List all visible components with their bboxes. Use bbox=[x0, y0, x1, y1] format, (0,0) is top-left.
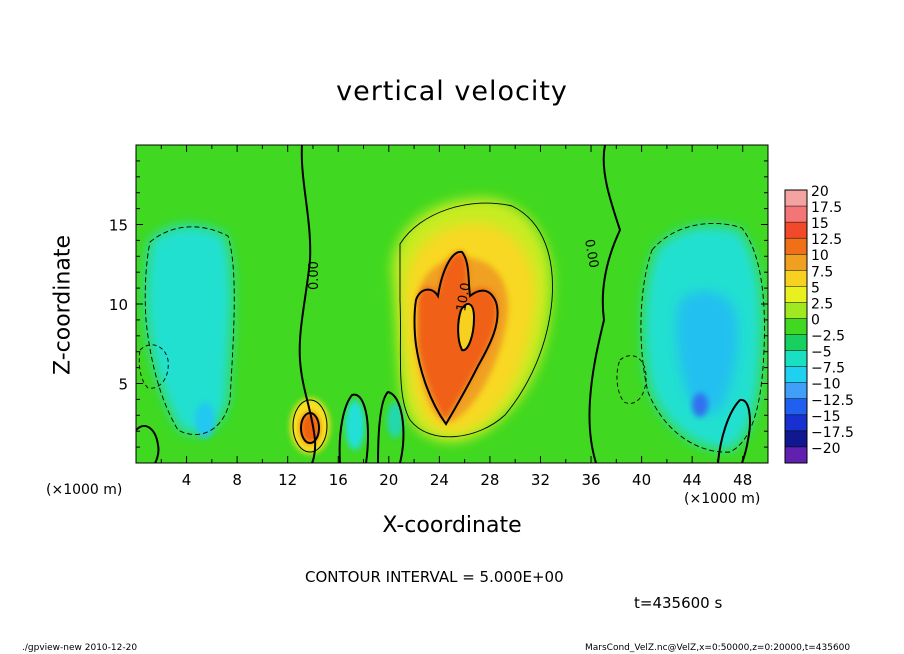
contour-label: 0.00 bbox=[307, 261, 322, 290]
five-contour-outer bbox=[399, 202, 553, 438]
colorbar-label: −10 bbox=[811, 377, 841, 393]
colorbar-swatch bbox=[785, 350, 807, 368]
x-tick-label: 24 bbox=[430, 471, 449, 489]
x-axis: 4 8 12 16 20 24 28 32 36 40 44 48 bbox=[160, 145, 752, 489]
x-unit-label-right: (×1000 m) bbox=[684, 491, 761, 507]
colorbar-swatch bbox=[785, 398, 807, 416]
x-tick-label: 36 bbox=[581, 471, 600, 489]
colorbar-swatch bbox=[785, 270, 807, 287]
zero-contour-mid-2 bbox=[377, 390, 405, 463]
footer-left: ./gpview-new 2010-12-20 bbox=[22, 643, 138, 653]
colorbar-label: −7.5 bbox=[811, 361, 845, 377]
neg-contour-right-small bbox=[616, 355, 647, 404]
downdraft-right-blue bbox=[692, 393, 708, 417]
colorbar: 2017.51512.5107.552.50−2.5−5−7.5−10−12.5… bbox=[784, 184, 854, 464]
neg-contour-right bbox=[640, 223, 765, 453]
time-stamp: t=435600 s bbox=[634, 594, 723, 612]
x-axis-label: X-coordinate bbox=[382, 513, 522, 538]
downdraft-mid-region bbox=[345, 400, 365, 450]
neg-contour-left bbox=[144, 226, 235, 435]
x-tick-label: 20 bbox=[379, 471, 398, 489]
colorbar-label: −20 bbox=[811, 441, 841, 457]
downdraft-left-region bbox=[145, 224, 233, 434]
small-updraft-contour-core bbox=[300, 412, 320, 444]
colorbar-label: 5 bbox=[811, 280, 820, 296]
zero-contour-right-bottom bbox=[717, 398, 751, 463]
colorbar-label: −15 bbox=[811, 409, 841, 425]
colorbar-label: 17.5 bbox=[811, 200, 842, 216]
x-tick-label: 4 bbox=[182, 471, 192, 489]
x-tick-label: 12 bbox=[278, 471, 297, 489]
contour-lines bbox=[136, 145, 765, 463]
downdraft-mid-region-2 bbox=[387, 402, 403, 438]
y-tick-label: 10 bbox=[109, 296, 128, 314]
colorbar-swatch bbox=[785, 382, 807, 400]
x-tick-label: 48 bbox=[733, 471, 752, 489]
y-tick-label: 15 bbox=[109, 217, 128, 235]
ten-contour-hole bbox=[457, 302, 476, 352]
colorbar-label: 0 bbox=[811, 312, 820, 328]
y-tick-label: 5 bbox=[118, 376, 128, 394]
colorbar-label: −17.5 bbox=[811, 425, 854, 441]
updraft-hole bbox=[459, 303, 474, 351]
colorbar-label: 12.5 bbox=[811, 232, 842, 248]
x-unit-label-left: (×1000 m) bbox=[46, 482, 123, 498]
ten-contour-core bbox=[413, 250, 499, 426]
colorbar-swatch bbox=[785, 238, 807, 255]
colorbar-swatch bbox=[785, 222, 807, 239]
colorbar-label: 7.5 bbox=[811, 264, 833, 280]
colorbar-swatch bbox=[785, 190, 807, 207]
colorbar-swatch bbox=[785, 318, 807, 336]
downdraft-right-core bbox=[676, 291, 738, 414]
neg-contour-left-small bbox=[138, 344, 169, 389]
colorbar-swatch bbox=[785, 334, 807, 352]
x-tick-label: 44 bbox=[683, 471, 702, 489]
y-axis: 5 10 15 bbox=[109, 160, 768, 448]
contour-label: 0.00 bbox=[581, 238, 601, 269]
zero-contour-right bbox=[588, 145, 622, 463]
colorbar-swatch bbox=[785, 366, 807, 384]
contour-value-labels: 0.00 0.00 10.0 bbox=[307, 238, 601, 313]
colorbar-label: −5 bbox=[811, 345, 832, 361]
colorbar-swatch bbox=[785, 206, 807, 223]
colorbar-label: 20 bbox=[811, 184, 829, 200]
footer-right: MarsCond_VelZ.nc@VelZ,x=0:50000,z=0:2000… bbox=[585, 643, 851, 653]
colorbar-swatch bbox=[785, 286, 807, 303]
zero-contour-bottom-left bbox=[136, 425, 160, 463]
y-axis-label: Z-coordinate bbox=[50, 235, 76, 375]
contour-label: 10.0 bbox=[454, 282, 474, 313]
colorbar-label: 10 bbox=[811, 248, 829, 264]
x-tick-label: 32 bbox=[531, 471, 550, 489]
zero-contour-mid bbox=[338, 393, 370, 463]
colorbar-label: −12.5 bbox=[811, 393, 854, 409]
x-tick-label: 8 bbox=[232, 471, 242, 489]
colorbar-label: 2.5 bbox=[811, 296, 833, 312]
x-tick-label: 16 bbox=[329, 471, 348, 489]
colorbar-swatch bbox=[785, 414, 807, 432]
contour-interval-text: CONTOUR INTERVAL = 5.000E+00 bbox=[305, 568, 564, 586]
zero-contour-left bbox=[298, 145, 317, 463]
colorbar-swatch bbox=[785, 254, 807, 271]
x-tick-label: 28 bbox=[480, 471, 499, 489]
chart-title: vertical velocity bbox=[336, 76, 568, 107]
colorbar-label: 15 bbox=[811, 216, 829, 232]
colorbar-swatch bbox=[785, 302, 807, 319]
heatmap-field bbox=[136, 145, 768, 463]
x-tick-label: 40 bbox=[632, 471, 651, 489]
colorbar-swatch bbox=[785, 446, 807, 464]
small-updraft-contour-outer bbox=[292, 399, 328, 453]
downdraft-left-core bbox=[195, 402, 215, 438]
colorbar-swatch bbox=[785, 430, 807, 448]
colorbar-label: −2.5 bbox=[811, 329, 845, 345]
